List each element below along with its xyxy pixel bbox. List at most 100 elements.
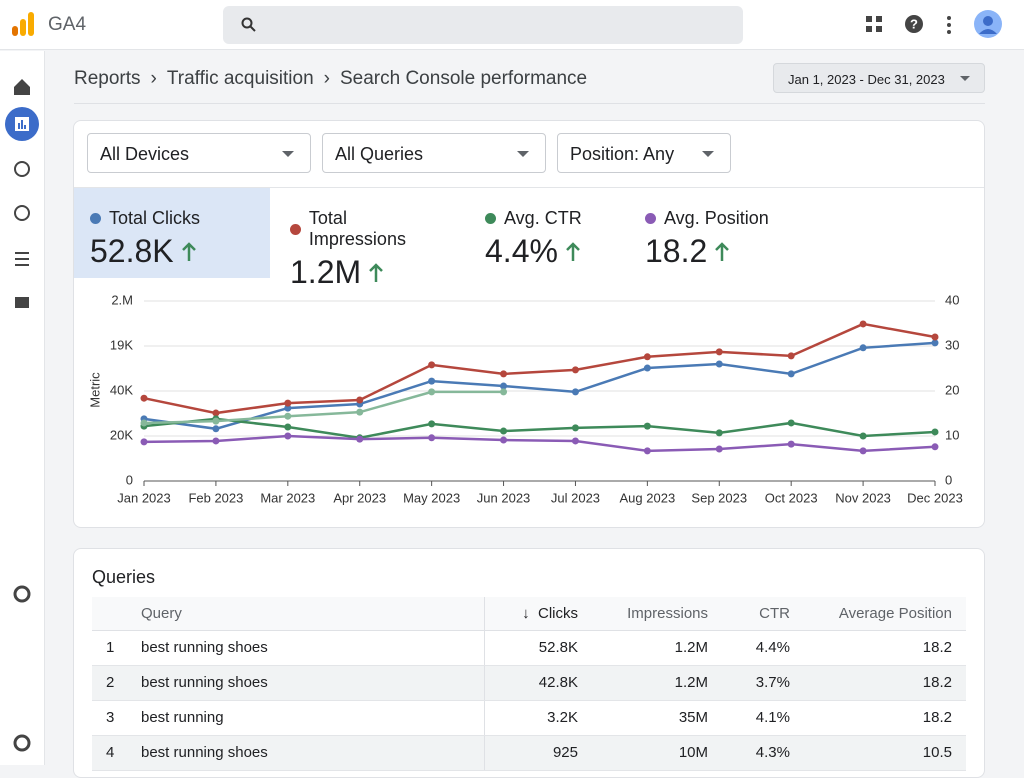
data-point — [212, 409, 220, 417]
series-line — [143, 341, 936, 431]
data-point — [500, 388, 508, 396]
rank-header — [92, 597, 140, 631]
table-cell: 42.8K — [484, 665, 592, 701]
kpi-card[interactable]: Total Impressions 1.2M — [274, 188, 464, 290]
column-header[interactable]: ↓ Clicks — [484, 597, 592, 631]
kpi-value-row: 18.2 — [645, 233, 793, 270]
data-point — [715, 429, 723, 437]
crumb[interactable]: Reports — [74, 68, 141, 89]
messages-icon[interactable] — [15, 297, 29, 308]
data-point — [859, 320, 867, 328]
crumb[interactable]: Traffic acquisition — [166, 68, 314, 89]
x-tick-label: Jul 2023 — [551, 490, 600, 505]
data-point — [212, 425, 220, 433]
apps-icon[interactable] — [866, 16, 884, 34]
table-cell: 4.4% — [722, 630, 804, 666]
y2-tick-label: 40 — [945, 292, 959, 307]
rank-cell: 4 — [92, 735, 140, 771]
y2-tick-label: 30 — [945, 337, 959, 352]
y2-tick-label: 20 — [945, 382, 959, 397]
column-header[interactable]: Query — [140, 597, 485, 631]
x-tick-label: Feb 2023 — [188, 490, 243, 505]
kpi-card[interactable]: Total Clicks 52.8K — [74, 188, 270, 278]
x-tick-label: Jun 2023 — [477, 490, 530, 505]
data-point — [859, 432, 867, 440]
trend-up-icon — [715, 241, 730, 261]
kpi-label-row: Total Clicks — [90, 208, 254, 229]
data-point — [500, 382, 508, 390]
query-filter[interactable]: All Queries — [322, 133, 546, 173]
help-icon[interactable]: ? — [904, 14, 926, 36]
avatar[interactable] — [973, 9, 1003, 39]
data-point — [140, 438, 148, 446]
kpi-label-row: Avg. Position — [645, 208, 793, 229]
date-picker[interactable]: Jan 1, 2023 - Dec 31, 2023 — [773, 63, 985, 93]
x-tick-label: Jan 2023 — [117, 490, 171, 505]
line-chart: 0 0 10 20K 20 40K 30 19K 40 2.M Metric Jan 2023 Feb … — [87, 292, 963, 505]
trend-up-icon — [181, 241, 196, 261]
table-cell: 4.1% — [722, 700, 804, 736]
data-point — [571, 424, 579, 432]
kpi-value-row: 4.4% — [485, 233, 608, 270]
y-tick-label: 20K — [110, 427, 133, 442]
data-point — [140, 394, 148, 402]
kpi-value: 52.8K — [90, 233, 174, 269]
column-header[interactable]: Average Position — [804, 597, 966, 631]
table-row[interactable]: 3 best running 3.2K 35M 4.1% 18.2 — [92, 700, 966, 736]
x-tick-label: Dec 2023 — [907, 490, 963, 505]
column-header[interactable]: Impressions — [592, 597, 722, 631]
device-filter[interactable]: All Devices — [87, 133, 311, 173]
table-title: Queries — [92, 567, 156, 587]
data-point — [643, 364, 651, 372]
data-point — [787, 419, 795, 427]
kpi-card[interactable]: Avg. Position 18.2 — [629, 188, 809, 278]
data-point — [859, 447, 867, 455]
data-point — [787, 440, 795, 448]
explore-icon[interactable] — [14, 161, 30, 177]
date-range: Jan 1, 2023 - Dec 31, 2023 — [788, 72, 945, 87]
y-tick-label: 40K — [110, 382, 133, 397]
data-point — [715, 360, 723, 368]
kpi-card[interactable]: Avg. CTR 4.4% — [469, 188, 624, 278]
kpi-value: 4.4% — [485, 233, 558, 269]
kpi-value-row: 1.2M — [290, 254, 448, 291]
search-box[interactable] — [223, 6, 743, 44]
kpi-value: 1.2M — [290, 254, 362, 290]
data-point — [284, 412, 292, 420]
trend-up-icon — [369, 262, 384, 282]
table-cell: 18.2 — [804, 700, 966, 736]
table-cell: 18.2 — [804, 630, 966, 666]
y-tick-label: 0 — [126, 472, 133, 487]
trend-up-icon — [566, 241, 580, 261]
column-header[interactable]: CTR — [722, 597, 804, 631]
kpi-value: 18.2 — [645, 233, 708, 269]
more-icon[interactable] — [945, 15, 953, 35]
data-point — [140, 419, 148, 427]
kpi-label-row: Total Impressions — [290, 208, 448, 250]
queries-table: Query ↓ Clicks Impressions CTR Average P… — [92, 597, 966, 771]
configure-icon[interactable] — [15, 252, 29, 266]
table-row[interactable]: 1 best running shoes 52.8K 1.2M 4.4% 18.2 — [92, 630, 966, 666]
app-name: GA4 — [48, 14, 87, 35]
kpi-label: Avg. Position — [664, 208, 769, 228]
advertising-icon[interactable] — [14, 205, 30, 221]
data-point — [356, 396, 364, 404]
y-axis-title: Metric — [87, 372, 102, 408]
y2-tick-label: 10 — [945, 427, 959, 442]
home-icon[interactable] — [14, 79, 30, 95]
position-filter[interactable]: Position: Any — [557, 133, 731, 173]
x-tick-label: Mar 2023 — [260, 490, 315, 505]
search-icon — [241, 17, 256, 32]
data-point — [500, 436, 508, 444]
admin-icon[interactable] — [13, 734, 31, 752]
legend-dot — [290, 223, 301, 235]
x-tick-label: Nov 2023 — [835, 490, 891, 505]
settings-icon[interactable] — [13, 585, 31, 603]
data-point — [787, 370, 795, 378]
data-point — [931, 339, 939, 347]
top-bar: GA4 ? — [0, 0, 1024, 50]
kpi-label: Avg. CTR — [504, 208, 582, 228]
data-point — [931, 333, 939, 341]
table-row[interactable]: 2 best running shoes 42.8K 1.2M 3.7% 18.2 — [92, 665, 966, 701]
data-point — [715, 445, 723, 453]
